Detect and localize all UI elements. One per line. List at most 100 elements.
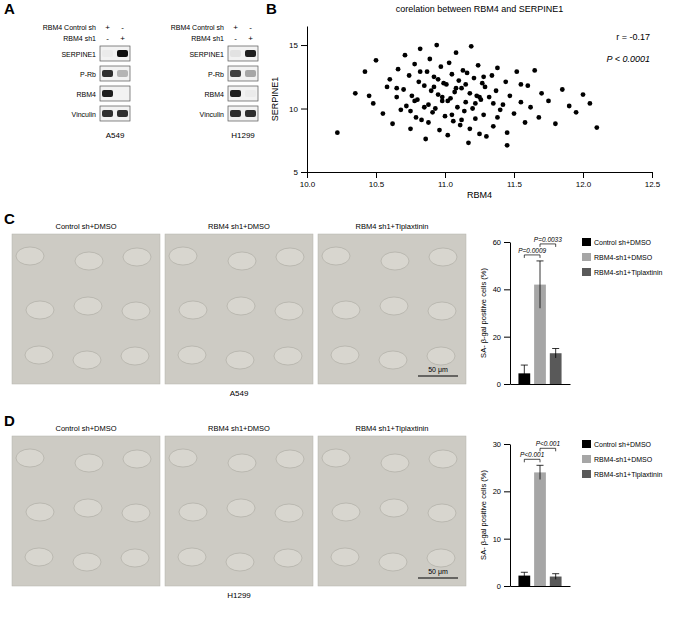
point [434, 43, 439, 48]
legend-swatch [582, 238, 591, 246]
point [459, 86, 464, 91]
significance-bracket [540, 448, 556, 451]
point [498, 107, 503, 112]
tick: 20 [493, 333, 510, 342]
legend-label: RBM4-sh1+DMSO [594, 456, 653, 463]
point [536, 115, 541, 120]
tick: 12.0 [576, 172, 592, 189]
axis-line [511, 384, 571, 385]
point [467, 126, 472, 131]
axis-line [307, 27, 308, 173]
band [245, 70, 256, 77]
tick-label: 12.5 [645, 180, 661, 189]
cell-outline [428, 504, 456, 522]
legend-label: Control sh+DMSO [594, 441, 652, 448]
cell-outline [75, 454, 103, 472]
condition-label: RBM4 Control sh [171, 24, 224, 31]
tick: 11.0 [438, 172, 454, 189]
annotation: r = -0.17 [616, 32, 650, 42]
tick-label: 10.0 [300, 180, 316, 189]
band [230, 90, 241, 97]
cell-outline [122, 504, 150, 522]
legend-label: Control sh+DMSO [594, 239, 652, 246]
legend-swatch [582, 253, 591, 261]
scale-bar [418, 375, 458, 376]
point [418, 46, 423, 51]
cell-outline [427, 549, 455, 567]
tick-label: 10.5 [369, 180, 385, 189]
point [495, 115, 500, 120]
lane-sign: + [105, 23, 110, 32]
tick-mark [504, 491, 510, 492]
cell-outline [75, 252, 103, 270]
axis: 10.0 10.5 11.0 11.5 12.0 12.5 [300, 172, 661, 189]
blot-strip [228, 66, 258, 81]
significance-bracket [524, 255, 540, 258]
chart-title: corelation between RBM4 and SERPINE1 [396, 4, 564, 14]
cell-outline [123, 248, 151, 266]
tick-label: 30 [493, 440, 501, 449]
point [477, 95, 482, 100]
point [385, 85, 390, 90]
point [463, 100, 468, 105]
point [437, 128, 442, 133]
point [539, 91, 544, 96]
band [117, 90, 128, 97]
blot-strip [100, 66, 130, 81]
point [371, 101, 376, 106]
point [512, 111, 517, 116]
cell-outline [275, 504, 303, 522]
point [450, 112, 455, 117]
point [374, 58, 379, 63]
cell-outline [380, 499, 408, 517]
tick-label: 20 [493, 487, 501, 496]
panel-label: A [4, 0, 15, 17]
tick-label: 0 [497, 582, 501, 591]
tick-mark [445, 172, 446, 178]
protein-label: RBM4 [77, 91, 97, 98]
micrograph [318, 234, 466, 384]
point [419, 118, 424, 123]
cell-outline [275, 302, 303, 320]
tick-label: 12.0 [576, 180, 592, 189]
point [594, 125, 599, 130]
point [495, 65, 500, 70]
legend-swatch [582, 440, 591, 448]
axis-title: SA- β-gal positive cells (%) [479, 268, 488, 358]
tick: 15 [289, 41, 307, 50]
lane-sign: + [233, 23, 238, 32]
cell-outline [178, 548, 206, 566]
band [245, 50, 256, 57]
tick-label: 11.5 [507, 180, 523, 189]
scale-bar-label: 50 μm [428, 366, 448, 374]
axis: 51015 [289, 27, 307, 178]
lane-sign: + [120, 34, 125, 43]
condition-label: RBM4 sh1 [63, 35, 96, 42]
cell-outline [322, 247, 350, 265]
point [553, 121, 558, 126]
point [473, 101, 478, 106]
point [427, 57, 432, 62]
lane-sign: - [234, 34, 237, 43]
scale-bar-label: 50 μm [428, 568, 448, 576]
point [477, 132, 482, 137]
image-caption: RBM4 sh1+DMSO [208, 424, 270, 433]
cell-outline [331, 548, 359, 566]
point [458, 123, 463, 128]
point [455, 105, 460, 110]
point [507, 93, 512, 98]
tick-label: 60 [493, 238, 501, 247]
tick: 12.5 [645, 172, 661, 189]
cell-outline [380, 297, 408, 315]
point [451, 119, 456, 124]
point [381, 111, 386, 116]
axis-line [511, 586, 571, 587]
cell-outline [74, 499, 102, 517]
tick-mark [504, 337, 510, 338]
tick: 10.0 [300, 172, 316, 189]
point [398, 107, 403, 112]
band [102, 110, 113, 117]
tick-mark [504, 586, 510, 587]
protein-label: Vinculin [200, 111, 224, 118]
cell-outline [379, 351, 407, 369]
